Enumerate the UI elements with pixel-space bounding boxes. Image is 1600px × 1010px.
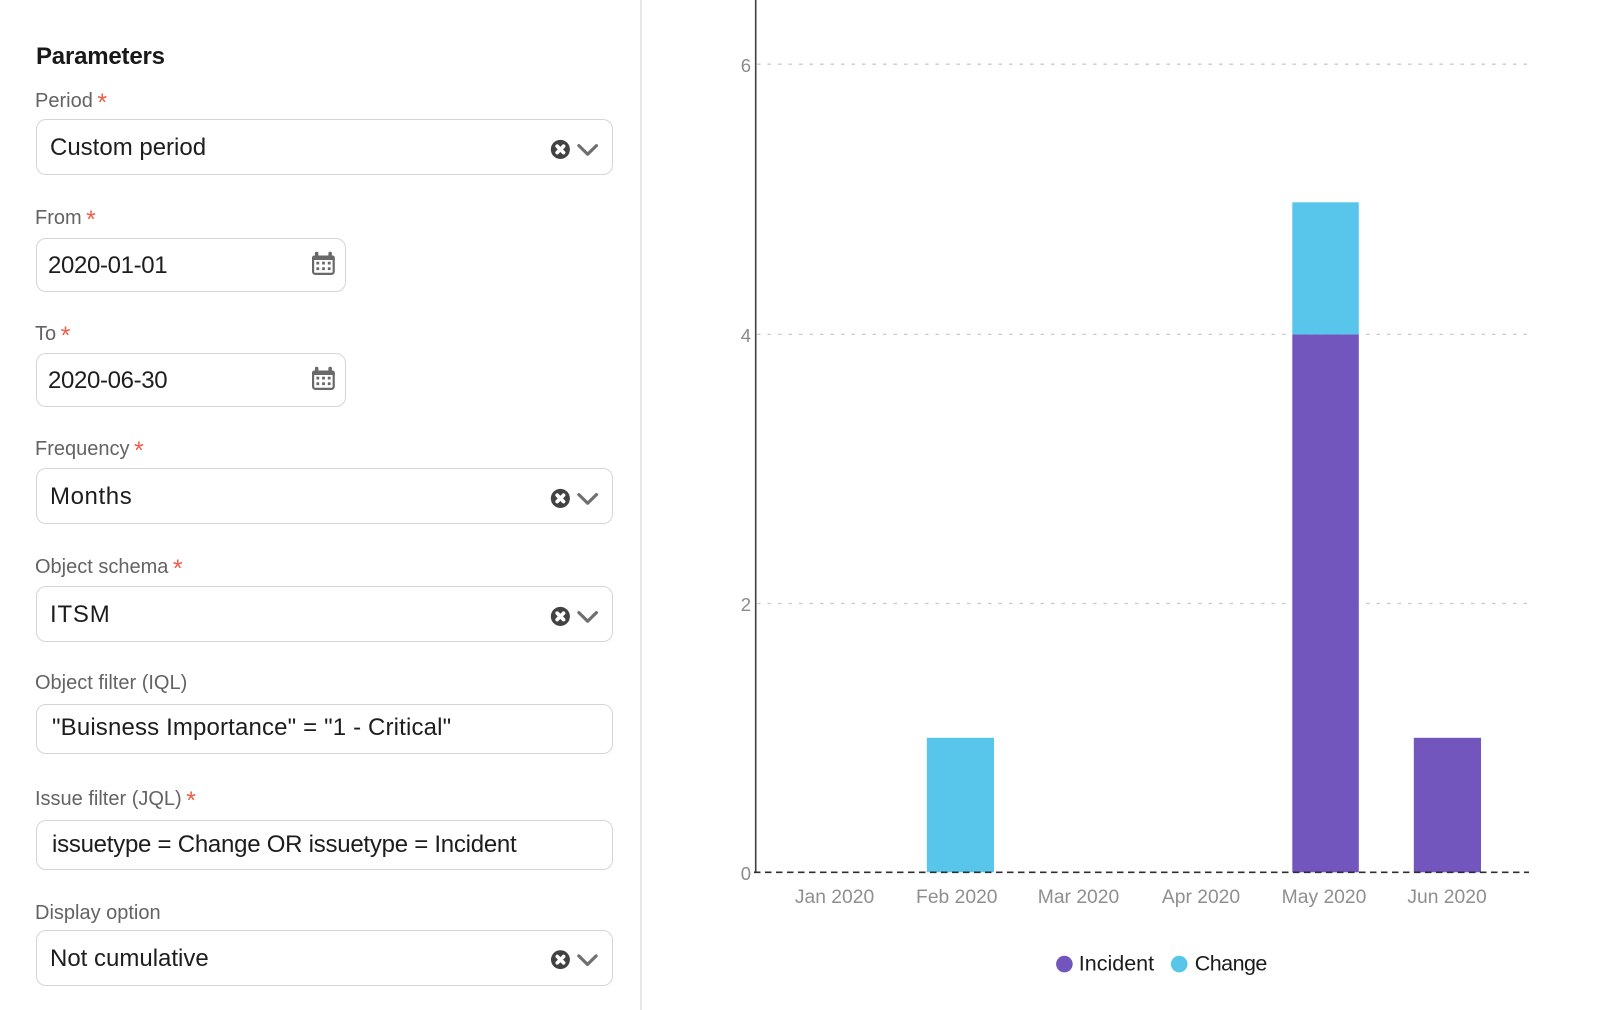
svg-text:6: 6 — [741, 55, 751, 76]
svg-text:Apr 2020: Apr 2020 — [1162, 887, 1240, 908]
svg-text:Change: Change — [1195, 952, 1267, 976]
svg-text:Jan 2020: Jan 2020 — [795, 887, 874, 908]
svg-text:Jun 2020: Jun 2020 — [1407, 887, 1486, 908]
svg-text:4: 4 — [741, 325, 751, 346]
svg-text:2: 2 — [741, 594, 751, 615]
svg-text:Incident: Incident — [1079, 952, 1154, 976]
svg-text:Feb 2020: Feb 2020 — [916, 887, 997, 908]
svg-text:0: 0 — [741, 863, 751, 884]
svg-text:Mar 2020: Mar 2020 — [1038, 887, 1119, 908]
svg-text:May 2020: May 2020 — [1282, 887, 1367, 908]
